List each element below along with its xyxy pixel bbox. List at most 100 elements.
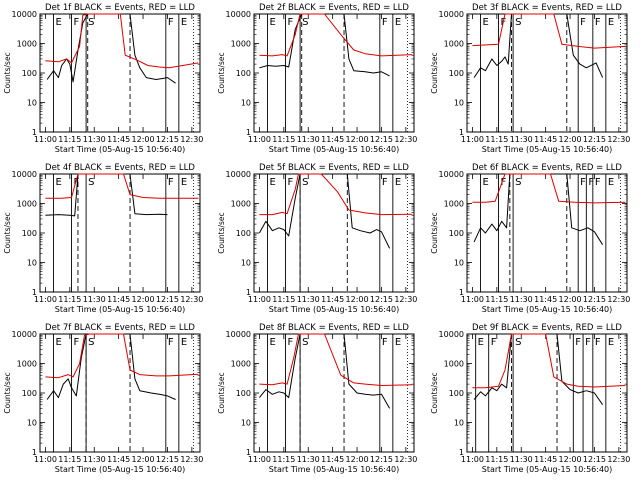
x-tick-label: 12:30	[607, 135, 630, 144]
y-tick-label: 1000	[17, 360, 37, 369]
y-tick-label: 1	[459, 288, 464, 297]
x-tick-label: 11:45	[321, 295, 344, 304]
x-tick-label: 11:45	[107, 295, 130, 304]
x-tick-label: 12:30	[394, 455, 417, 464]
event-marker-label: F	[588, 177, 594, 188]
y-tick-label: 1000	[17, 40, 37, 49]
x-tick-label: 12:00	[132, 295, 155, 304]
y-tick-label: 1000	[231, 360, 251, 369]
y-tick-label: 1	[246, 128, 251, 137]
y-tick-label: 10	[27, 259, 37, 268]
event-marker-label: F	[73, 177, 79, 188]
y-axis-label: Counts/sec	[217, 372, 226, 413]
y-tick-label: 10	[454, 99, 464, 108]
y-tick-label: 1000	[17, 200, 37, 209]
event-marker-label: E	[608, 17, 614, 28]
y-axis-label: Counts/sec	[217, 52, 226, 93]
x-tick-label: 11:00	[461, 295, 484, 304]
event-marker-label: E	[478, 337, 484, 348]
y-tick-label: 10	[241, 259, 251, 268]
event-marker-label: S	[515, 337, 521, 348]
y-tick-label: 100	[449, 389, 464, 398]
y-tick-label: 10	[241, 419, 251, 428]
chart-panel: Det 3f BLACK = Events, RED = LLD 1 10 100 10…	[430, 3, 630, 154]
x-tick-label: 11:30	[297, 295, 320, 304]
x-axis-label: Start Time (05-Aug-15 10:56:40)	[482, 145, 613, 154]
chart-title: Det 1f BLACK = Events, RED = LLD	[45, 3, 195, 13]
x-tick-label: 11:15	[485, 295, 508, 304]
event-marker-label: F	[168, 177, 174, 188]
event-marker-label: F	[585, 337, 591, 348]
event-marker-label: S	[88, 177, 94, 188]
x-tick-label: 12:30	[607, 295, 630, 304]
event-marker-label: E	[56, 17, 62, 28]
x-tick-label: 11:45	[107, 455, 130, 464]
y-axis-label: Counts/sec	[3, 372, 12, 413]
x-tick-label: 12:00	[559, 295, 582, 304]
y-tick-label: 1	[459, 448, 464, 457]
event-marker-label: S	[88, 17, 94, 28]
y-axis-label: Counts/sec	[430, 372, 439, 413]
event-marker-label: F	[382, 337, 388, 348]
event-rate-series	[46, 13, 176, 84]
y-tick-label: 10	[454, 419, 464, 428]
lld-rate-series	[259, 173, 413, 216]
x-tick-label: 11:30	[83, 455, 106, 464]
event-marker-label: F	[595, 337, 601, 348]
x-tick-label: 11:00	[248, 455, 271, 464]
chart-panel: Det 6f BLACK = Events, RED = LLD 1 10 100 10…	[430, 163, 630, 314]
x-axis-label: Start Time (05-Aug-15 10:56:40)	[482, 305, 613, 314]
x-tick-label: 12:30	[394, 135, 417, 144]
x-tick-label: 11:15	[272, 295, 295, 304]
x-tick-label: 11:30	[510, 455, 533, 464]
y-tick-label: 1	[246, 448, 251, 457]
x-tick-label: 11:30	[83, 135, 106, 144]
x-tick-label: 12:30	[180, 295, 203, 304]
event-marker-label: S	[302, 177, 308, 188]
event-marker-label: E	[395, 177, 401, 188]
y-tick-label: 10000	[12, 170, 37, 179]
event-marker-label: F	[73, 337, 79, 348]
y-tick-label: 1	[246, 288, 251, 297]
lld-rate-series	[472, 13, 626, 49]
x-tick-label: 11:15	[485, 455, 508, 464]
x-axis-label: Start Time (05-Aug-15 10:56:40)	[482, 465, 613, 474]
x-tick-label: 11:00	[248, 295, 271, 304]
x-tick-label: 11:30	[510, 295, 533, 304]
event-marker-label: E	[181, 17, 187, 28]
lld-rate-series	[472, 333, 626, 389]
event-marker-label: F	[491, 337, 497, 348]
y-tick-label: 100	[22, 229, 37, 238]
x-tick-label: 12:00	[346, 455, 369, 464]
chart-panel: Det 7f BLACK = Events, RED = LLD 1 10 100 10…	[3, 323, 203, 474]
lld-rate-series	[45, 173, 199, 199]
lld-rate-series	[259, 333, 413, 386]
event-marker-label: E	[270, 17, 276, 28]
x-axis-label: Start Time (05-Aug-15 10:56:40)	[269, 305, 400, 314]
event-marker-label: F	[73, 17, 79, 28]
y-tick-label: 1000	[231, 200, 251, 209]
y-tick-label: 1	[32, 448, 37, 457]
x-tick-label: 12:15	[370, 455, 393, 464]
event-rate-series	[46, 333, 176, 400]
y-tick-label: 10000	[439, 170, 464, 179]
x-tick-label: 11:00	[34, 455, 57, 464]
y-tick-label: 10000	[439, 330, 464, 339]
x-tick-label: 12:15	[370, 135, 393, 144]
event-marker-label: E	[608, 337, 614, 348]
chart-title: Det 5f BLACK = Events, RED = LLD	[259, 163, 409, 173]
x-tick-label: 11:30	[510, 135, 533, 144]
x-tick-label: 11:15	[58, 135, 81, 144]
y-tick-label: 1	[32, 288, 37, 297]
event-marker-label: E	[56, 177, 62, 188]
x-tick-label: 11:30	[297, 135, 320, 144]
event-marker-label: F	[500, 177, 506, 188]
y-tick-label: 100	[236, 69, 251, 78]
x-tick-label: 12:00	[132, 455, 155, 464]
y-tick-label: 100	[22, 69, 37, 78]
event-marker-label: E	[608, 177, 614, 188]
y-tick-label: 1000	[231, 40, 251, 49]
chart-title: Det 7f BLACK = Events, RED = LLD	[45, 323, 195, 333]
y-axis-label: Counts/sec	[430, 212, 439, 253]
